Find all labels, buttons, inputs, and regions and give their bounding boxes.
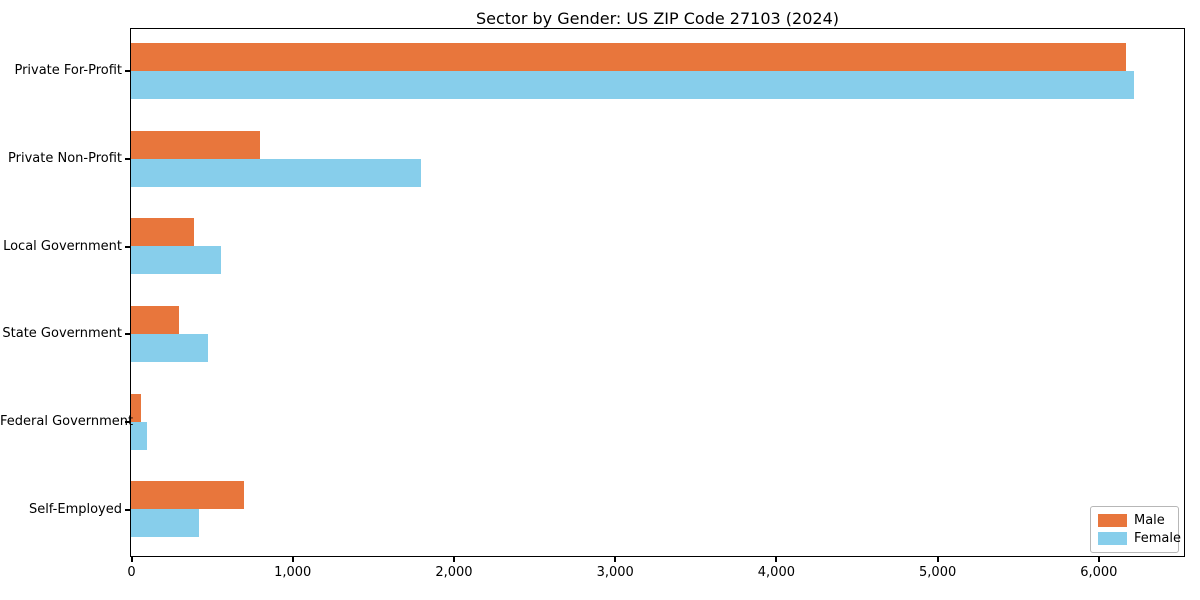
bar-male-state-government — [131, 305, 180, 334]
ytick-mark — [125, 245, 130, 248]
chart-title: Sector by Gender: US ZIP Code 27103 (202… — [476, 9, 839, 28]
bar-male-private-non-profit — [131, 130, 260, 159]
xtick-label: 6,000 — [1080, 565, 1118, 580]
male-color-swatch — [1098, 514, 1127, 527]
ytick-mark — [125, 421, 130, 423]
xtick-mark — [452, 557, 455, 562]
xtick-mark — [1097, 557, 1100, 562]
ytick-label: Local Government — [3, 238, 122, 254]
xtick-label: 3,000 — [596, 565, 634, 580]
xtick-mark — [775, 557, 778, 562]
ytick-label: Private Non-Profit — [8, 151, 122, 166]
xtick-label: 0 — [127, 565, 136, 580]
bar-male-federal-government — [131, 393, 141, 422]
ytick-label: Federal Government — [0, 414, 134, 429]
ytick-mark — [125, 70, 130, 73]
bar-female-private-non-profit — [131, 158, 422, 187]
bar-female-state-government — [131, 333, 209, 362]
xtick-label: 1,000 — [274, 565, 312, 580]
female-color-swatch — [1098, 532, 1127, 545]
xtick-label: 2,000 — [435, 565, 473, 580]
xtick-mark — [291, 557, 294, 562]
bar-male-private-for-profit — [131, 42, 1126, 71]
bar-female-federal-government — [131, 421, 148, 450]
xtick-label: 4,000 — [757, 565, 795, 580]
bar-male-local-government — [131, 218, 194, 247]
ytick-mark — [125, 333, 130, 336]
ytick-label: Self-Employed — [28, 501, 122, 517]
legend-label-male: Male — [1134, 513, 1165, 528]
ytick-mark — [125, 158, 130, 160]
bar-male-self-employed — [131, 481, 244, 510]
bar-female-private-for-profit — [131, 70, 1134, 99]
xtick-label: 5,000 — [919, 565, 957, 580]
ytick-label: State Government — [2, 326, 122, 342]
legend: Male Female — [1090, 506, 1181, 553]
ytick-mark — [125, 508, 130, 511]
ytick-label: Private For-Profit — [14, 63, 122, 79]
plot-area — [130, 28, 1185, 557]
xtick-mark — [614, 557, 617, 562]
xtick-mark — [936, 557, 939, 562]
legend-label-female: Female — [1134, 531, 1182, 546]
bar-female-self-employed — [131, 509, 199, 538]
xtick-mark — [130, 557, 133, 562]
legend-item-female: Female — [1098, 531, 1181, 546]
legend-item-male: Male — [1098, 513, 1171, 528]
bar-female-local-government — [131, 246, 222, 275]
